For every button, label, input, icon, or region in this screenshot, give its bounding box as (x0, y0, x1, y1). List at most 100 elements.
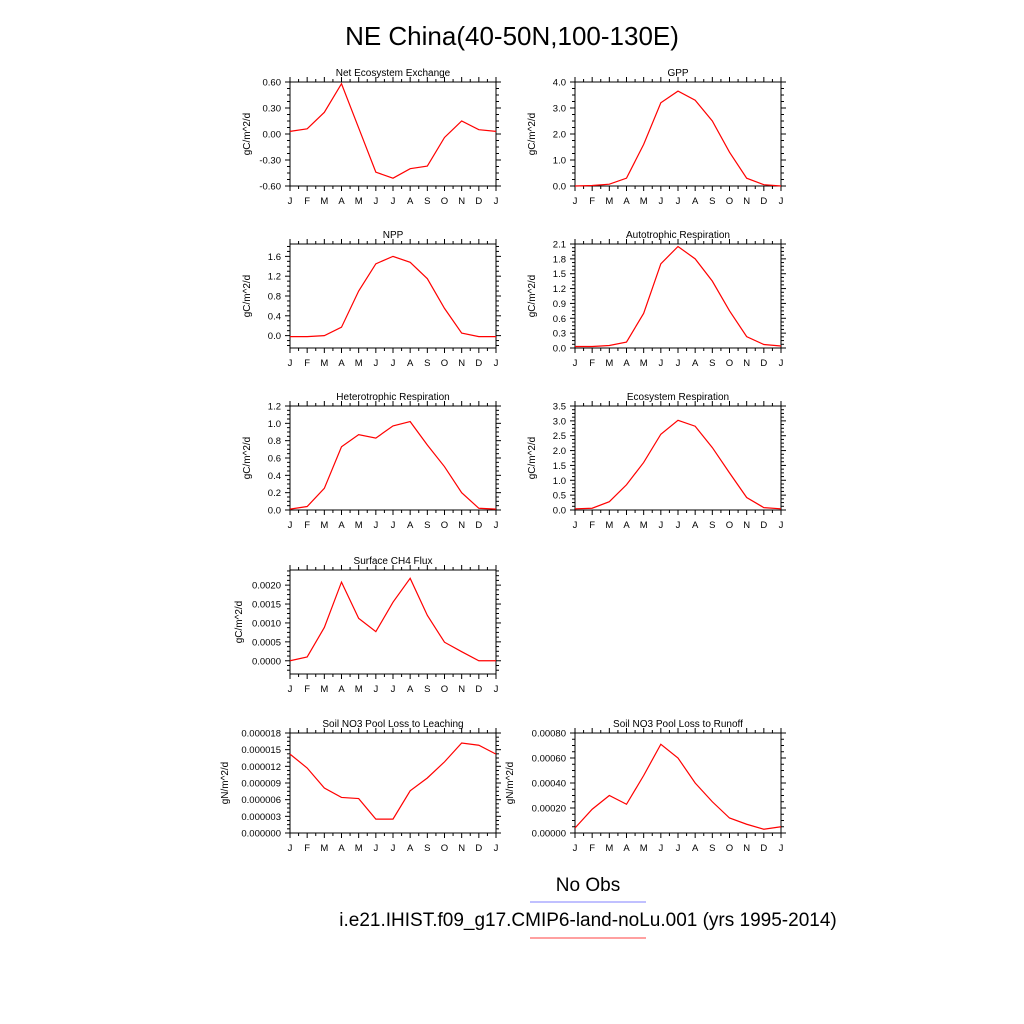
y-tick-label: 0.30 (263, 104, 282, 115)
x-tick-label: N (743, 843, 750, 854)
y-tick-label: 1.5 (553, 461, 566, 472)
x-tick-label: S (424, 843, 430, 854)
x-tick-label: J (373, 520, 378, 531)
y-axis-label: gN/m^2/d (220, 762, 231, 805)
x-tick-label: M (320, 684, 328, 695)
x-tick-label: S (709, 196, 715, 207)
x-tick-label: J (288, 196, 293, 207)
x-tick-label: J (573, 520, 578, 531)
series-line (289, 742, 497, 820)
x-tick-label: F (304, 520, 310, 531)
chart-title: NPP (383, 230, 404, 241)
legend: No Obs i.e21.IHIST.f09_g17.CMIP6-land-no… (339, 875, 837, 939)
x-tick-label: J (288, 520, 293, 531)
x-tick-label: A (338, 520, 345, 531)
x-tick-label: J (373, 684, 378, 695)
y-tick-label: 2.0 (553, 446, 566, 457)
y-tick-label: 0.0 (268, 331, 281, 342)
legend-entry-obs-label: No Obs (556, 875, 620, 896)
x-tick-label: M (605, 358, 613, 369)
y-tick-label: 0.8 (268, 292, 281, 303)
chart-title: Net Ecosystem Exchange (336, 68, 451, 79)
y-tick-label: 0.0020 (252, 581, 281, 592)
y-tick-label: 0.5 (553, 491, 566, 502)
y-axis-label: gC/m^2/d (242, 113, 253, 156)
x-tick-label: D (760, 196, 767, 207)
x-tick-label: M (605, 196, 613, 207)
y-tick-label: 0.0 (268, 506, 281, 517)
y-tick-label: 1.0 (553, 476, 566, 487)
x-tick-label: J (391, 358, 396, 369)
x-tick-label: J (391, 684, 396, 695)
y-tick-label: 0.000009 (241, 779, 281, 790)
x-tick-label: J (658, 196, 663, 207)
x-tick-label: S (424, 358, 430, 369)
y-tick-label: 0.000018 (241, 729, 281, 740)
x-tick-label: N (458, 684, 465, 695)
x-tick-label: F (304, 843, 310, 854)
x-tick-label: J (676, 196, 681, 207)
x-tick-label: M (640, 520, 648, 531)
x-tick-label: O (441, 520, 448, 531)
y-axis-label: gC/m^2/d (242, 275, 253, 318)
x-tick-label: A (407, 520, 414, 531)
x-tick-label: N (458, 358, 465, 369)
plot-frame (574, 732, 782, 834)
x-tick-label: A (338, 358, 345, 369)
y-tick-label: 0.00040 (532, 779, 566, 790)
chart-title: Autotrophic Respiration (626, 230, 730, 241)
x-tick-label: F (304, 684, 310, 695)
x-tick-label: F (589, 843, 595, 854)
y-tick-label: 4.0 (553, 78, 566, 89)
y-tick-label: 0.0015 (252, 600, 281, 611)
x-tick-label: A (692, 358, 699, 369)
y-tick-label: 0.00 (263, 130, 282, 141)
x-tick-label: F (589, 196, 595, 207)
y-tick-label: 1.0 (553, 156, 566, 167)
x-tick-label: M (640, 843, 648, 854)
chart-title: Soil NO3 Pool Loss to Leaching (322, 719, 463, 730)
x-tick-label: M (605, 843, 613, 854)
x-tick-label: N (458, 520, 465, 531)
plot-frame (289, 81, 497, 187)
x-tick-label: J (573, 196, 578, 207)
x-tick-label: N (743, 196, 750, 207)
y-tick-label: 0.0 (553, 344, 566, 355)
x-tick-label: A (407, 196, 414, 207)
y-axis-label: gC/m^2/d (527, 113, 538, 156)
x-tick-label: A (623, 520, 630, 531)
page-title: NE China(40-50N,100-130E) (345, 21, 679, 51)
x-tick-label: F (304, 358, 310, 369)
x-tick-label: M (640, 196, 648, 207)
x-tick-label: J (676, 358, 681, 369)
plot-frame (289, 243, 497, 349)
y-tick-label: 1.6 (268, 252, 281, 263)
x-tick-label: D (475, 520, 482, 531)
y-tick-label: 2.1 (553, 240, 566, 251)
plot-frame (289, 569, 497, 675)
y-tick-label: 1.8 (553, 254, 566, 265)
y-tick-label: 3.0 (553, 104, 566, 115)
y-tick-label: 0.000003 (241, 812, 281, 823)
y-tick-label: 1.2 (553, 284, 566, 295)
y-tick-label: 3.5 (553, 402, 566, 413)
x-tick-label: J (494, 358, 499, 369)
x-tick-label: F (589, 358, 595, 369)
x-tick-label: O (441, 684, 448, 695)
chart-title: GPP (667, 68, 688, 79)
y-tick-label: 0.8 (268, 436, 281, 447)
x-tick-label: M (355, 520, 363, 531)
x-tick-label: A (692, 196, 699, 207)
x-tick-label: A (338, 196, 345, 207)
plot-frame (574, 243, 782, 349)
x-tick-label: D (760, 358, 767, 369)
x-tick-label: J (373, 843, 378, 854)
